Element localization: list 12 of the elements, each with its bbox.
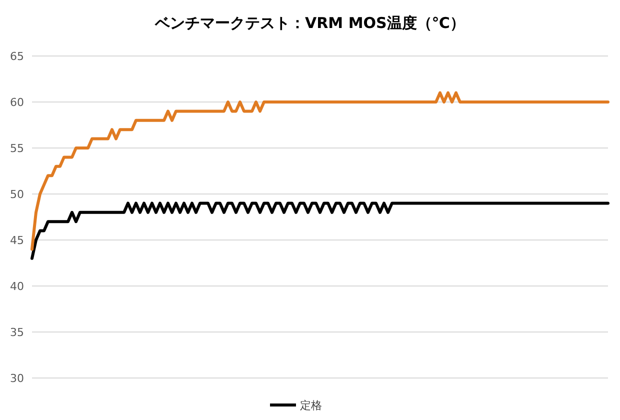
y-tick-label: 50 — [10, 188, 24, 201]
chart-title: ベンチマークテスト：VRM MOS温度（℃） — [154, 14, 465, 32]
legend-label: 定格 — [300, 399, 322, 412]
y-tick-label: 35 — [10, 326, 24, 339]
y-tick-label: 55 — [10, 142, 24, 155]
y-tick-label: 65 — [10, 50, 24, 63]
y-tick-label: 40 — [10, 280, 24, 293]
line-series — [30, 202, 610, 260]
line-series — [30, 91, 610, 251]
y-tick-label: 60 — [10, 96, 24, 109]
y-tick-label: 45 — [10, 234, 24, 247]
y-tick-label: 30 — [10, 372, 24, 385]
